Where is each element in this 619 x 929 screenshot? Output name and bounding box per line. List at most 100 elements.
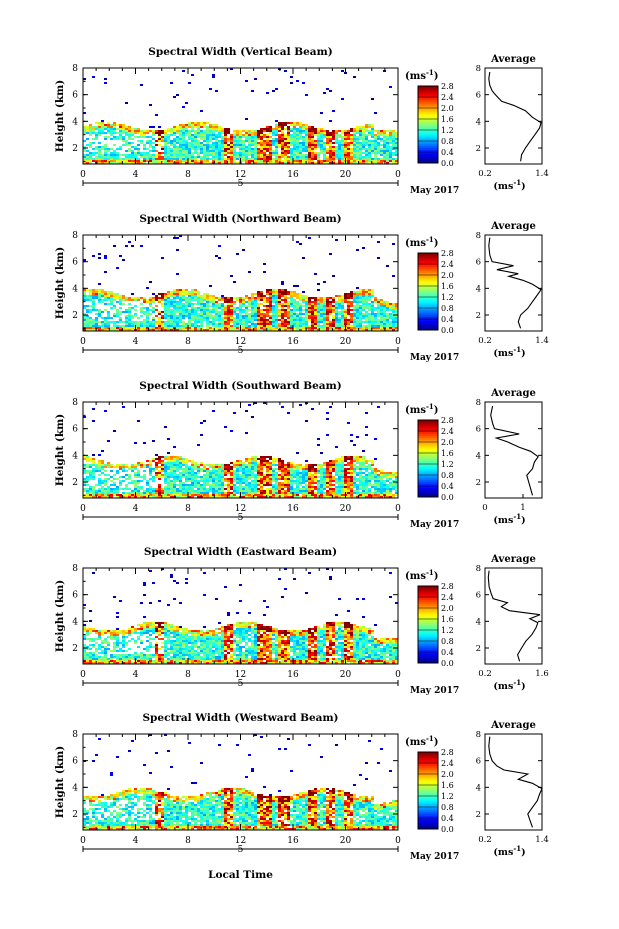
heatmap-cell bbox=[209, 299, 212, 301]
heatmap-cell bbox=[158, 478, 161, 480]
heatmap-cell bbox=[230, 297, 233, 299]
heatmap-cell bbox=[299, 315, 302, 317]
heatmap-cell bbox=[326, 311, 329, 313]
heatmap-cell bbox=[245, 305, 248, 307]
heatmap-cell bbox=[248, 460, 251, 462]
heatmap-cell bbox=[233, 327, 236, 329]
heatmap-cell bbox=[158, 492, 161, 494]
heatmap-cell bbox=[392, 140, 395, 142]
heatmap-cell bbox=[233, 476, 236, 478]
heatmap-cell bbox=[305, 307, 308, 309]
heatmap-cell bbox=[173, 466, 176, 468]
heatmap-cell bbox=[215, 142, 218, 144]
heatmap-cell bbox=[383, 158, 386, 160]
heatmap-cell bbox=[155, 154, 158, 156]
heatmap-cell bbox=[308, 309, 311, 311]
heatmap-cell bbox=[359, 152, 362, 154]
colorbar-segment bbox=[418, 134, 438, 137]
heatmap-cell bbox=[146, 301, 149, 303]
heatmap-cell bbox=[167, 156, 170, 158]
heatmap-cell bbox=[272, 128, 275, 130]
heatmap-cell bbox=[86, 156, 89, 158]
heatmap-cell bbox=[188, 132, 191, 134]
heatmap-cell bbox=[110, 291, 113, 293]
heatmap-cell bbox=[275, 315, 278, 317]
heatmap-cell bbox=[308, 144, 311, 146]
heatmap-cell bbox=[374, 146, 377, 148]
heatmap-cell bbox=[122, 496, 125, 498]
heatmap-cell bbox=[98, 122, 101, 124]
heatmap-cell bbox=[368, 307, 371, 309]
heatmap-cell bbox=[158, 329, 161, 331]
heatmap-cell bbox=[308, 325, 311, 327]
heatmap-cell bbox=[203, 317, 206, 319]
heatmap-cell bbox=[293, 128, 296, 130]
heatmap-cell bbox=[263, 162, 266, 164]
heatmap-cell bbox=[323, 130, 326, 132]
heatmap-cell bbox=[89, 293, 92, 295]
heatmap-cell bbox=[194, 309, 197, 311]
heatmap-cell bbox=[335, 295, 338, 297]
heatmap-cell bbox=[167, 160, 170, 162]
heatmap-cell bbox=[368, 142, 371, 144]
heatmap-cell bbox=[272, 488, 275, 490]
heatmap-cell bbox=[152, 470, 155, 472]
heatmap-cell bbox=[131, 496, 134, 498]
heatmap-cell bbox=[338, 321, 341, 323]
heatmap-cell bbox=[203, 150, 206, 152]
heatmap-cell bbox=[140, 488, 143, 490]
heatmap-cell bbox=[176, 464, 179, 466]
heatmap-cell bbox=[287, 150, 290, 152]
heatmap-cell bbox=[98, 464, 101, 466]
heatmap-cell bbox=[383, 150, 386, 152]
heatmap-cell bbox=[182, 313, 185, 315]
heatmap-cell bbox=[155, 321, 158, 323]
heatmap-cell bbox=[134, 136, 137, 138]
heatmap-cell bbox=[341, 307, 344, 309]
heatmap-cell bbox=[209, 146, 212, 148]
heatmap-cell bbox=[179, 474, 182, 476]
heatmap-cell bbox=[314, 140, 317, 142]
heatmap-cell bbox=[191, 464, 194, 466]
heatmap-cell bbox=[173, 132, 176, 134]
heatmap-cell bbox=[101, 299, 104, 301]
heatmap-cell bbox=[248, 301, 251, 303]
heatmap-cell bbox=[83, 488, 86, 490]
heatmap-cell bbox=[182, 311, 185, 313]
heatmap-cell bbox=[290, 482, 293, 484]
heatmap-cell bbox=[221, 148, 224, 150]
heatmap-cell bbox=[161, 460, 164, 462]
heatmap-cell bbox=[284, 313, 287, 315]
heatmap-cell bbox=[182, 490, 185, 492]
heatmap-cell bbox=[119, 480, 122, 482]
heatmap-cell bbox=[227, 480, 230, 482]
heatmap-cell bbox=[218, 148, 221, 150]
heatmap-cell bbox=[296, 476, 299, 478]
heatmap-cell bbox=[281, 142, 284, 144]
heatmap-cell bbox=[203, 484, 206, 486]
heatmap-cell bbox=[98, 468, 101, 470]
heatmap-cell bbox=[332, 150, 335, 152]
heatmap-cell bbox=[140, 84, 143, 86]
heatmap-cell bbox=[320, 148, 323, 150]
heatmap-cell bbox=[314, 305, 317, 307]
heatmap-cell bbox=[371, 136, 374, 138]
heatmap-cell bbox=[311, 327, 314, 329]
heatmap-cell bbox=[275, 468, 278, 470]
heatmap-cell bbox=[110, 156, 113, 158]
heatmap-cell bbox=[104, 480, 107, 482]
heatmap-cell bbox=[239, 321, 242, 323]
heatmap-cell bbox=[272, 307, 275, 309]
heatmap-cell bbox=[89, 297, 92, 299]
heatmap-cell bbox=[194, 462, 197, 464]
heatmap-cell bbox=[182, 460, 185, 462]
heatmap-cell bbox=[119, 134, 122, 136]
x-tick-label: 4 bbox=[133, 170, 139, 180]
heatmap-cell bbox=[215, 466, 218, 468]
heatmap-cell bbox=[329, 321, 332, 323]
heatmap-cell bbox=[101, 128, 104, 130]
heatmap-cell bbox=[263, 323, 266, 325]
heatmap-cell bbox=[254, 138, 257, 140]
heatmap-cell bbox=[362, 291, 365, 293]
heatmap-cell bbox=[206, 480, 209, 482]
